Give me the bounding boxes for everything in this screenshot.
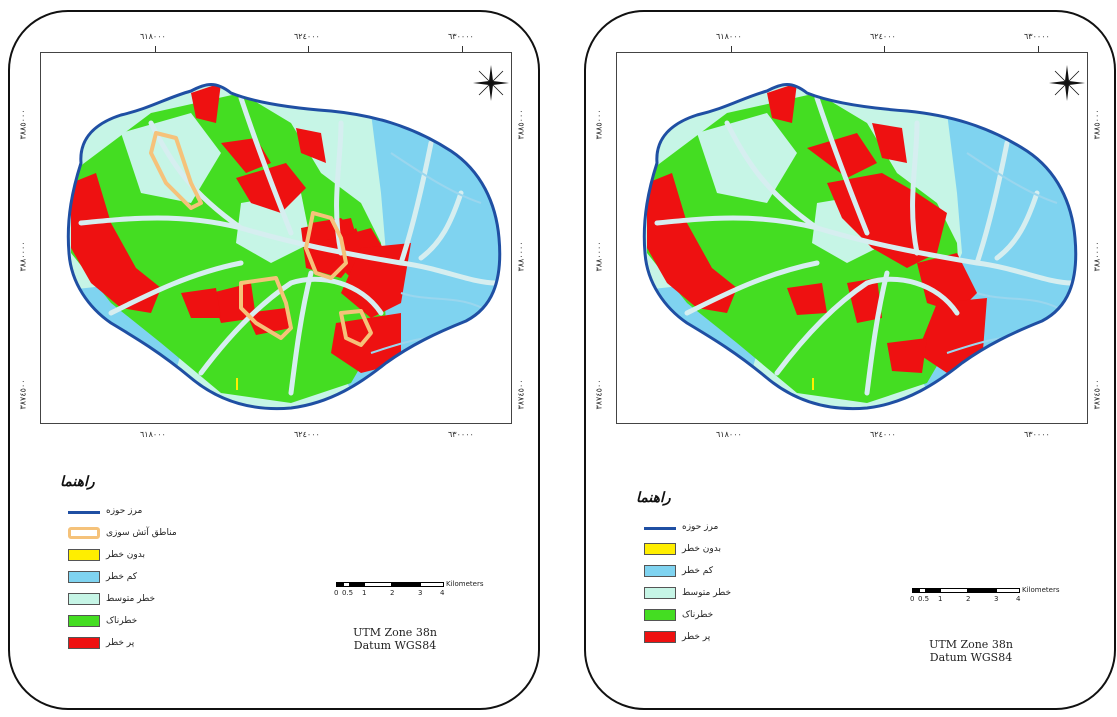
- map-canvas: [642, 83, 1078, 411]
- scale-label: 3: [994, 595, 999, 603]
- y-tick-right: ٣٨٨٠٠٠٠: [1092, 241, 1102, 272]
- legend-title: راهنما: [60, 474, 95, 490]
- x-tick-top: ٦٣٠٠٠٠: [1024, 32, 1050, 41]
- scale-bar: 0 0.5 1 2 3 4 Kilometers: [334, 580, 483, 600]
- y-tick-right: ٣٨٨٥٠٠٠: [1092, 109, 1102, 140]
- legend-swatch: [68, 637, 100, 649]
- x-tick-bottom: ٦١٨٠٠٠: [140, 430, 166, 439]
- legend-swatch: [644, 587, 676, 599]
- legend-swatch: [644, 609, 676, 621]
- legend-item-medium-risk: خطر متوسط: [68, 592, 155, 606]
- x-tick-top: ٦٢٤٠٠٠: [294, 32, 320, 41]
- x-tick-bottom: ٦١٨٠٠٠: [716, 430, 742, 439]
- y-tick-right: ٣٨٧٤٥٠٠: [516, 379, 526, 410]
- x-tick-top: ٦١٨٠٠٠: [716, 32, 742, 41]
- legend-item-no-risk: بدون خطر: [68, 548, 145, 562]
- y-tick-left: ٣٨٧٤٥٠٠: [594, 379, 604, 410]
- y-tick-right: ٣٨٨٥٠٠٠: [516, 109, 526, 140]
- x-tick-top: ٦٢٤٠٠٠: [870, 32, 896, 41]
- scale-label: 4: [440, 589, 445, 597]
- y-tick-left: ٣٨٧٤٥٠٠: [18, 379, 28, 410]
- legend-item-dangerous: خطرناک: [68, 614, 137, 628]
- legend-item-high-risk: پر خطر: [68, 636, 134, 650]
- map-frame: [40, 52, 512, 424]
- legend-label: بدون خطر: [106, 550, 145, 560]
- scale-label: 0.5: [918, 595, 930, 603]
- basin-boundary: [66, 83, 502, 411]
- y-tick-left: ٣٨٨٠٠٠٠: [594, 241, 604, 272]
- legend-item-dangerous: خطرناک: [644, 608, 713, 622]
- north-arrow-icon: [473, 65, 509, 101]
- y-tick-left: ٣٨٨٥٠٠٠: [18, 109, 28, 140]
- y-tick-left: ٣٨٨٠٠٠٠: [18, 241, 28, 272]
- legend-label: کم خطر: [106, 572, 138, 582]
- scale-label: 3: [418, 589, 423, 597]
- basin-boundary: [642, 83, 1078, 411]
- legend-label: مرز حوزه: [106, 506, 143, 516]
- legend-label: خطر متوسط: [106, 594, 156, 604]
- map-canvas: [66, 83, 502, 411]
- x-tick-bottom: ٦٣٠٠٠٠: [1024, 430, 1050, 439]
- legend-label: خطرناک: [106, 616, 138, 626]
- legend-label: خطرناک: [682, 610, 714, 620]
- legend-item-boundary: مرز حوزه: [68, 504, 142, 518]
- legend-label: مناطق آتش سوزی: [106, 528, 177, 538]
- map-panel-left: ٦١٨٠٠٠ ٦٢٤٠٠٠ ٦٣٠٠٠٠ ٦١٨٠٠٠ ٦٢٤٠٠٠ ٦٣٠٠٠…: [8, 10, 540, 710]
- x-tick-bottom: ٦٣٠٠٠٠: [448, 430, 474, 439]
- scale-label: 1: [938, 595, 943, 603]
- projection-info: UTM Zone 38n Datum WGS84: [340, 626, 450, 652]
- x-tick-bottom: ٦٢٤٠٠٠: [870, 430, 896, 439]
- legend-swatch: [68, 571, 100, 583]
- scale-label: 0.5: [342, 589, 354, 597]
- x-tick-top: ٦٣٠٠٠٠: [448, 32, 474, 41]
- scale-label: 4: [1016, 595, 1021, 603]
- y-tick-right: ٣٨٨٠٠٠٠: [516, 241, 526, 272]
- legend-swatch: [644, 631, 676, 643]
- scale-label: 0: [334, 589, 339, 597]
- projection-zone: UTM Zone 38n: [353, 626, 437, 639]
- legend-title: راهنما: [636, 490, 671, 506]
- x-tick-top: ٦١٨٠٠٠: [140, 32, 166, 41]
- legend-swatch: [68, 615, 100, 627]
- y-tick-right: ٣٨٧٤٥٠٠: [1092, 379, 1102, 410]
- legend-label: کم خطر: [682, 566, 714, 576]
- north-arrow-icon: [1049, 65, 1085, 101]
- legend-label: پر خطر: [106, 638, 135, 648]
- legend-swatch: [644, 565, 676, 577]
- legend-item-medium-risk: خطر متوسط: [644, 586, 731, 600]
- x-tick-bottom: ٦٢٤٠٠٠: [294, 430, 320, 439]
- legend-item-low-risk: کم خطر: [644, 564, 713, 578]
- legend-swatch: [68, 527, 100, 539]
- projection-info: UTM Zone 38n Datum WGS84: [916, 638, 1026, 664]
- scale-label: 0: [910, 595, 915, 603]
- legend-item-no-risk: بدون خطر: [644, 542, 721, 556]
- projection-datum: Datum WGS84: [929, 651, 1013, 664]
- legend-item-fire-areas: مناطق آتش سوزی: [68, 526, 177, 540]
- legend-label: مرز حوزه: [682, 522, 719, 532]
- legend-item-high-risk: پر خطر: [644, 630, 710, 644]
- scale-bar: 0 0.5 1 2 3 4 Kilometers: [910, 586, 1059, 606]
- scale-unit: Kilometers: [446, 580, 484, 588]
- legend-swatch: [644, 526, 676, 530]
- map-frame: [616, 52, 1088, 424]
- scale-label: 2: [966, 595, 971, 603]
- legend-label: بدون خطر: [682, 544, 721, 554]
- legend-swatch: [644, 543, 676, 555]
- legend-swatch: [68, 549, 100, 561]
- scale-label: 1: [362, 589, 367, 597]
- scale-unit: Kilometers: [1022, 586, 1060, 594]
- projection-datum: Datum WGS84: [353, 639, 437, 652]
- legend-label: پر خطر: [682, 632, 711, 642]
- map-panel-right: ٦١٨٠٠٠ ٦٢٤٠٠٠ ٦٣٠٠٠٠ ٦١٨٠٠٠ ٦٢٤٠٠٠ ٦٣٠٠٠…: [584, 10, 1116, 710]
- y-tick-left: ٣٨٨٥٠٠٠: [594, 109, 604, 140]
- legend-swatch: [68, 510, 100, 514]
- projection-zone: UTM Zone 38n: [929, 638, 1013, 651]
- legend-swatch: [68, 593, 100, 605]
- legend-label: خطر متوسط: [682, 588, 732, 598]
- scale-label: 2: [390, 589, 395, 597]
- legend-item-low-risk: کم خطر: [68, 570, 137, 584]
- legend-item-boundary: مرز حوزه: [644, 520, 718, 534]
